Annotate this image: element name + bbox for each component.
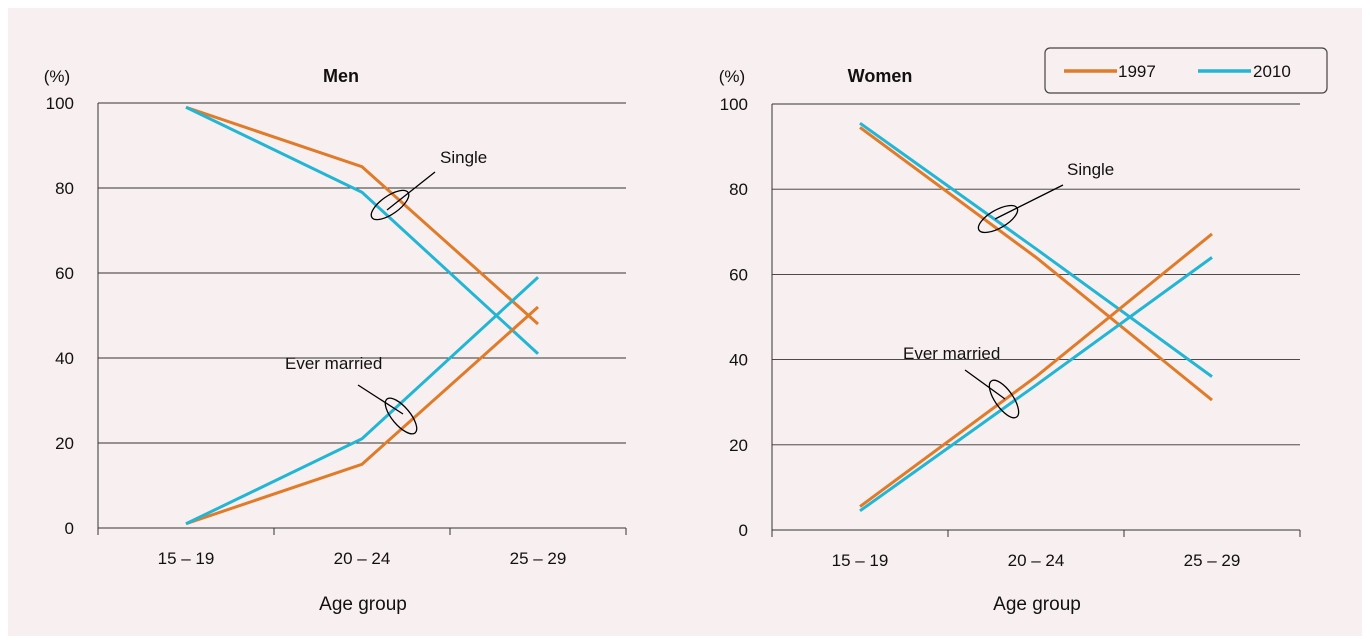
chart-men-line-single-2010 bbox=[185, 105, 540, 355]
chart-women-ytick-label: 60 bbox=[729, 265, 748, 284]
chart-men-series bbox=[185, 105, 540, 526]
legend: 1997 2010 bbox=[1044, 47, 1328, 94]
chart-women-title: Women bbox=[848, 66, 913, 86]
chart-women-grid bbox=[772, 103, 1300, 446]
chart-women-annotation-ever-married-ellipse bbox=[988, 379, 1020, 419]
legend-box bbox=[1044, 47, 1328, 94]
chart-women-ylabel: (%) bbox=[719, 67, 745, 86]
chart-men-xtick-label: 20 – 24 bbox=[334, 549, 391, 568]
chart-men-ytick-label: 80 bbox=[55, 179, 74, 198]
legend-label-2010: 2010 bbox=[1253, 62, 1291, 81]
chart-women: Women (%) Age group 0 20 40 60 80 100 15 – 19 2… bbox=[719, 66, 1301, 615]
chart-women-line-single-2010 bbox=[859, 121, 1213, 378]
chart-men-ytick-label: 0 bbox=[65, 519, 74, 538]
chart-men-xlabel: Age group bbox=[319, 594, 407, 615]
chart-men-ytick-label: 40 bbox=[55, 349, 74, 368]
chart-men-line-single-1997 bbox=[185, 105, 539, 326]
chart-women-ytick-label: 20 bbox=[729, 436, 748, 455]
chart-men-ytick-label: 20 bbox=[55, 434, 74, 453]
chart-women-annotations: Single Ever married bbox=[903, 160, 1114, 419]
chart-men-grid bbox=[98, 102, 626, 444]
chart-men-ytick-label: 60 bbox=[55, 264, 74, 283]
chart-women-xtick-label: 20 – 24 bbox=[1008, 551, 1065, 570]
chart-men-annotation-ever-married-leader bbox=[357, 384, 404, 415]
chart-women-line-ever-married-2010 bbox=[859, 256, 1213, 513]
chart-women-annotation-ever-married-leader bbox=[964, 369, 1006, 400]
legend-label-1997: 1997 bbox=[1118, 62, 1156, 81]
chart-men-annotations: Single Ever married bbox=[285, 148, 487, 435]
chart-men-xtick-label: 15 – 19 bbox=[158, 549, 215, 568]
chart-men-annotation-single-ellipse bbox=[370, 189, 410, 221]
chart-women-axes: 0 20 40 60 80 100 15 – 19 20 – 24 25 – 29 bbox=[720, 95, 1301, 570]
chart-men-axes: 0 20 40 60 80 100 15 – 19 20 – 24 25 – 29 bbox=[46, 94, 627, 568]
chart-men-line-ever-married-2010 bbox=[185, 276, 540, 526]
chart-men-xtick-label: 25 – 29 bbox=[510, 549, 567, 568]
chart-women-xlabel: Age group bbox=[993, 594, 1081, 615]
chart-men-line-ever-married-1997 bbox=[185, 305, 539, 526]
chart-women-ytick-label: 0 bbox=[739, 521, 748, 540]
chart-women-annotation-ever-married: Ever married bbox=[903, 344, 1000, 363]
chart-women-ytick-label: 40 bbox=[729, 351, 748, 370]
chart-women-xtick-label: 15 – 19 bbox=[832, 551, 889, 570]
chart-men-title: Men bbox=[323, 66, 359, 86]
chart-women-annotation-single-ellipse bbox=[977, 204, 1019, 234]
chart-men-ylabel: (%) bbox=[44, 67, 70, 86]
chart-men-annotation-single-leader bbox=[386, 171, 436, 211]
chart-women-xtick-label: 25 – 29 bbox=[1184, 551, 1241, 570]
chart-men-annotation-ever-married-ellipse bbox=[384, 397, 418, 435]
chart-women-series bbox=[859, 121, 1213, 513]
chart-men-annotation-ever-married: Ever married bbox=[285, 354, 382, 373]
chart-women-ytick-label: 100 bbox=[720, 95, 748, 114]
chart-women-annotation-single-leader bbox=[994, 184, 1064, 220]
chart-women-ytick-label: 80 bbox=[729, 180, 748, 199]
chart-men: Men (%) Age group 0 20 40 60 80 100 15 – 19 20 … bbox=[44, 66, 627, 615]
chart-men-annotation-single: Single bbox=[440, 148, 487, 167]
chart-women-annotation-single: Single bbox=[1067, 160, 1114, 179]
chart-men-ytick-label: 100 bbox=[46, 94, 74, 113]
